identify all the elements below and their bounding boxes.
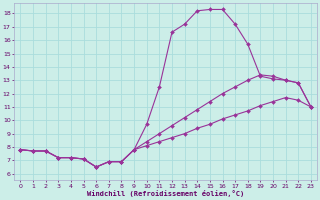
X-axis label: Windchill (Refroidissement éolien,°C): Windchill (Refroidissement éolien,°C) [87, 190, 244, 197]
